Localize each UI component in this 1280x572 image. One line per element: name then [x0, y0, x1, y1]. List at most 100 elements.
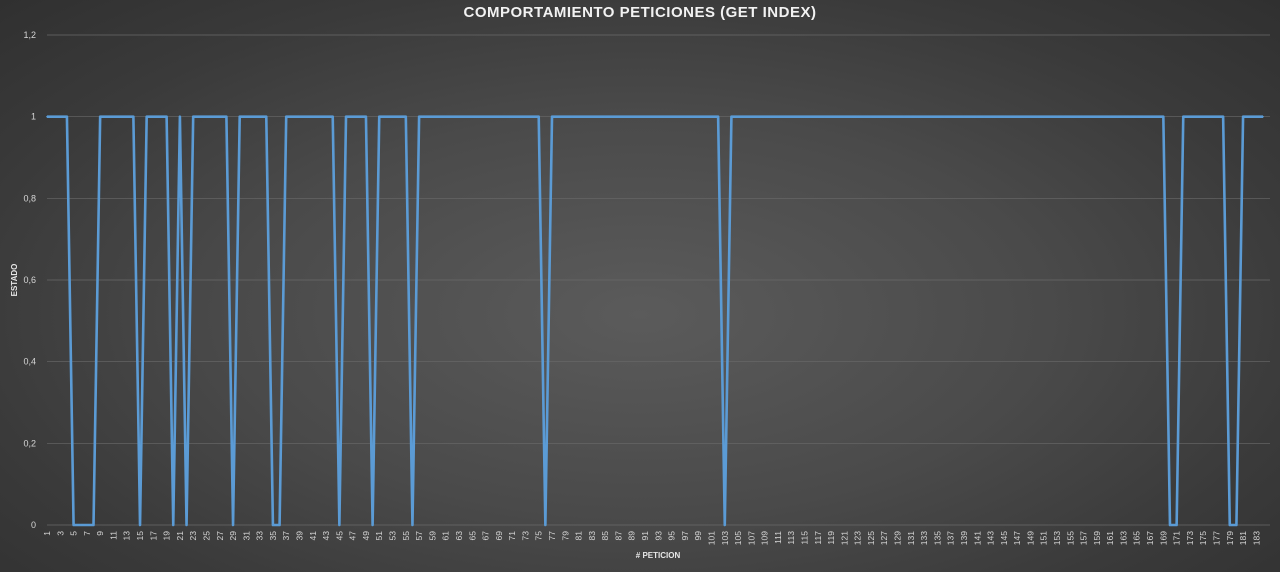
data-point	[225, 115, 228, 118]
y-tick-label: 0	[31, 520, 36, 530]
data-point	[484, 115, 487, 118]
data-point	[99, 115, 101, 118]
data-point	[896, 115, 899, 118]
data-point	[331, 115, 334, 118]
data-point	[611, 115, 613, 118]
data-point	[856, 115, 859, 118]
x-tick-label: 41	[308, 531, 318, 541]
data-point	[956, 115, 959, 118]
x-tick-label: 131	[906, 531, 916, 545]
data-point	[79, 524, 82, 526]
data-point	[66, 115, 68, 118]
data-point	[531, 115, 533, 118]
x-tick-label: 89	[627, 531, 637, 541]
data-point	[737, 115, 739, 118]
data-point	[730, 115, 733, 118]
data-point	[511, 115, 513, 118]
x-tick-label: 179	[1225, 531, 1235, 545]
data-point	[139, 524, 141, 526]
x-tick-label: 145	[999, 531, 1009, 545]
data-point	[185, 524, 188, 526]
data-point	[1102, 115, 1105, 118]
data-point	[524, 115, 527, 118]
data-point	[783, 115, 786, 118]
data-point	[205, 115, 208, 118]
x-tick-label: 151	[1039, 531, 1049, 545]
x-tick-label: 99	[693, 531, 703, 541]
x-tick-label: 163	[1118, 531, 1128, 545]
data-point	[199, 115, 201, 118]
data-point	[770, 115, 773, 118]
data-point	[252, 115, 254, 118]
data-point	[750, 115, 753, 118]
data-point	[451, 115, 454, 118]
data-point	[112, 115, 115, 118]
data-point	[983, 115, 985, 118]
x-tick-label: 15	[135, 531, 145, 541]
data-point	[697, 115, 699, 118]
data-point	[132, 115, 135, 118]
x-tick-label: 11	[108, 531, 118, 540]
data-point	[1149, 115, 1151, 118]
data-point	[385, 115, 387, 118]
x-tick-label: 75	[534, 531, 544, 541]
x-tick-label: 23	[188, 531, 198, 541]
data-point	[1228, 524, 1231, 526]
y-tick-label: 1	[31, 112, 36, 122]
data-point	[106, 115, 108, 118]
x-tick-label: 71	[507, 531, 517, 541]
data-point	[92, 524, 95, 526]
data-point	[1242, 115, 1244, 118]
data-point	[757, 115, 759, 118]
data-point	[1182, 115, 1185, 118]
x-tick-label: 155	[1065, 531, 1075, 545]
data-point	[617, 115, 620, 118]
x-tick-label: 169	[1158, 531, 1168, 545]
data-point	[717, 115, 719, 118]
data-point	[478, 115, 480, 118]
data-point	[830, 115, 832, 118]
x-tick-label: 5	[69, 531, 79, 536]
data-point	[238, 115, 241, 118]
x-tick-label: 153	[1052, 531, 1062, 545]
data-point	[949, 115, 952, 118]
data-point	[59, 115, 62, 118]
data-point	[817, 115, 819, 118]
data-point	[405, 115, 407, 118]
data-point	[278, 524, 281, 526]
data-point	[172, 524, 175, 526]
data-point	[571, 115, 573, 118]
data-point	[890, 115, 892, 118]
x-tick-label: 69	[494, 531, 504, 541]
x-tick-label: 27	[215, 531, 225, 541]
data-point	[810, 115, 812, 118]
x-axis-ticks: 1 3 5 7 9 11 13 15 17 19 21 23 25 27 29 31 33 35 37 39 41 43 4…	[42, 531, 1261, 545]
data-point	[836, 115, 839, 118]
data-point	[119, 115, 121, 118]
data-point	[46, 115, 48, 118]
x-tick-label: 121	[839, 531, 849, 545]
data-point	[292, 115, 294, 118]
data-point	[311, 115, 314, 118]
data-point	[444, 115, 447, 118]
data-point	[378, 115, 381, 118]
data-point	[923, 115, 925, 118]
x-tick-label: 29	[228, 531, 238, 541]
x-tick-label: 73	[520, 531, 530, 541]
data-point	[232, 524, 234, 526]
y-axis-ticks: 0 0,2 0,4 0,6 0,8 1 1,2	[23, 30, 36, 530]
x-tick-label: 3	[55, 531, 65, 536]
data-point	[943, 115, 945, 118]
data-point	[557, 115, 560, 118]
data-point	[318, 115, 321, 118]
data-point	[843, 115, 846, 118]
data-point	[1209, 115, 1211, 118]
data-point	[644, 115, 646, 118]
data-point	[790, 115, 793, 118]
data-point	[1082, 115, 1085, 118]
data-point	[424, 115, 427, 118]
data-point	[192, 115, 194, 118]
x-tick-label: 87	[613, 531, 623, 541]
x-tick-label: 165	[1132, 531, 1142, 545]
data-point	[604, 115, 606, 118]
